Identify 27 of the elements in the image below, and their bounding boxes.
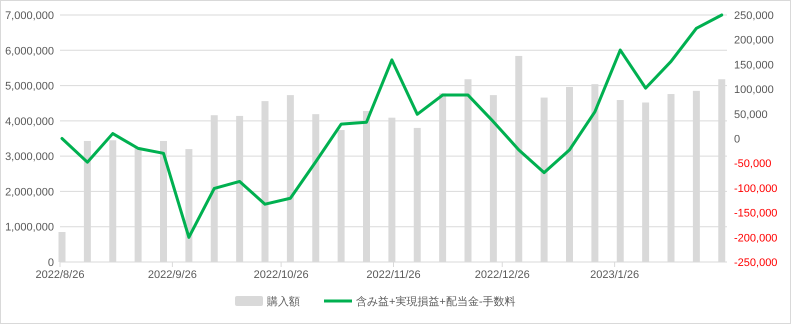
y-tick-label: 1,000,000 xyxy=(5,222,54,234)
legend-label: 購入額 xyxy=(267,295,300,308)
x-tick-label: 2022/9/26 xyxy=(148,269,197,281)
y2-tick-label: -250,000 xyxy=(734,257,778,269)
y2-tick-label: -50,000 xyxy=(734,158,772,170)
y-tick-label: 7,000,000 xyxy=(5,10,54,22)
y2-tick-label: 0 xyxy=(734,134,740,146)
y2-tick-label: 100,000 xyxy=(734,84,774,96)
x-tick-label: 2022/10/26 xyxy=(254,269,309,281)
x-tick-label: 2022/12/26 xyxy=(474,269,530,281)
y-tick-label: 5,000,000 xyxy=(5,80,54,93)
y2-tick-label: -150,000 xyxy=(734,208,778,220)
x-tick-label: 2023/1/26 xyxy=(590,269,640,281)
y2-tick-label: 250,000 xyxy=(734,10,774,22)
y2-tick-label: 50,000 xyxy=(734,108,768,121)
y2-tick-label: 150,000 xyxy=(734,59,774,72)
x-tick-label: 2022/11/26 xyxy=(366,269,421,281)
y2-tick-label: -200,000 xyxy=(734,232,778,244)
y-tick-label: 6,000,000 xyxy=(5,45,54,58)
y-tick-label: 4,000,000 xyxy=(5,116,54,128)
y2-tick-label: 200,000 xyxy=(734,34,774,47)
y-tick-label: 0 xyxy=(48,257,54,269)
y2-tick-label: -100,000 xyxy=(734,182,778,195)
legend-label: 含み益+実現損益+配当金-手数料 xyxy=(356,295,516,308)
x-tick-label: 2022/8/26 xyxy=(36,269,84,281)
y-tick-label: 2,000,000 xyxy=(5,186,54,198)
y-tick-label: 3,000,000 xyxy=(5,151,54,164)
